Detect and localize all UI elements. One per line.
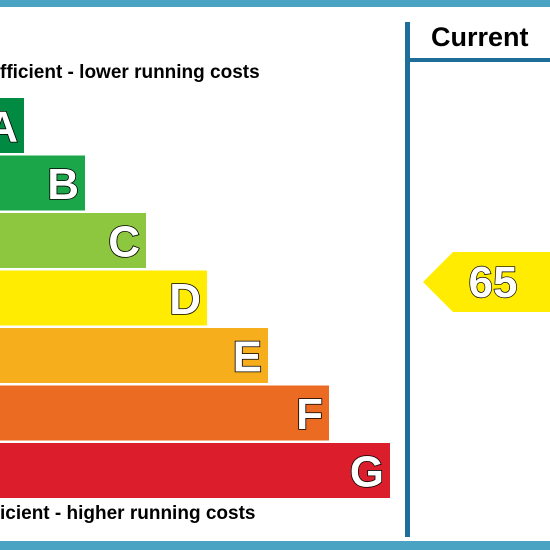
efficiency-note-top: fficient - lower running costs xyxy=(0,62,260,83)
band-label-d: D xyxy=(169,275,201,324)
bottom-border xyxy=(0,541,550,550)
band-f xyxy=(0,385,329,441)
band-g xyxy=(0,443,390,498)
current-column-header: Current xyxy=(431,22,529,52)
column-header-rule xyxy=(405,58,550,62)
band-label-c: C xyxy=(108,218,140,267)
band-label-g: G xyxy=(350,448,384,497)
column-divider xyxy=(405,22,410,537)
band-a xyxy=(0,98,24,153)
band-b xyxy=(0,155,85,211)
band-e xyxy=(0,328,268,383)
band-label-f: F xyxy=(296,390,323,439)
current-rating-value: 65 xyxy=(469,258,518,307)
current-rating-pointer: 65 xyxy=(423,252,550,312)
band-d xyxy=(0,270,207,326)
band-c xyxy=(0,213,146,268)
current-rating-arrow xyxy=(423,252,550,312)
top-border xyxy=(0,0,550,7)
band-label-b: B xyxy=(47,160,79,209)
efficiency-note-bottom: icient - higher running costs xyxy=(0,503,256,524)
band-label-a: A xyxy=(0,103,18,152)
band-label-e: E xyxy=(233,333,262,382)
